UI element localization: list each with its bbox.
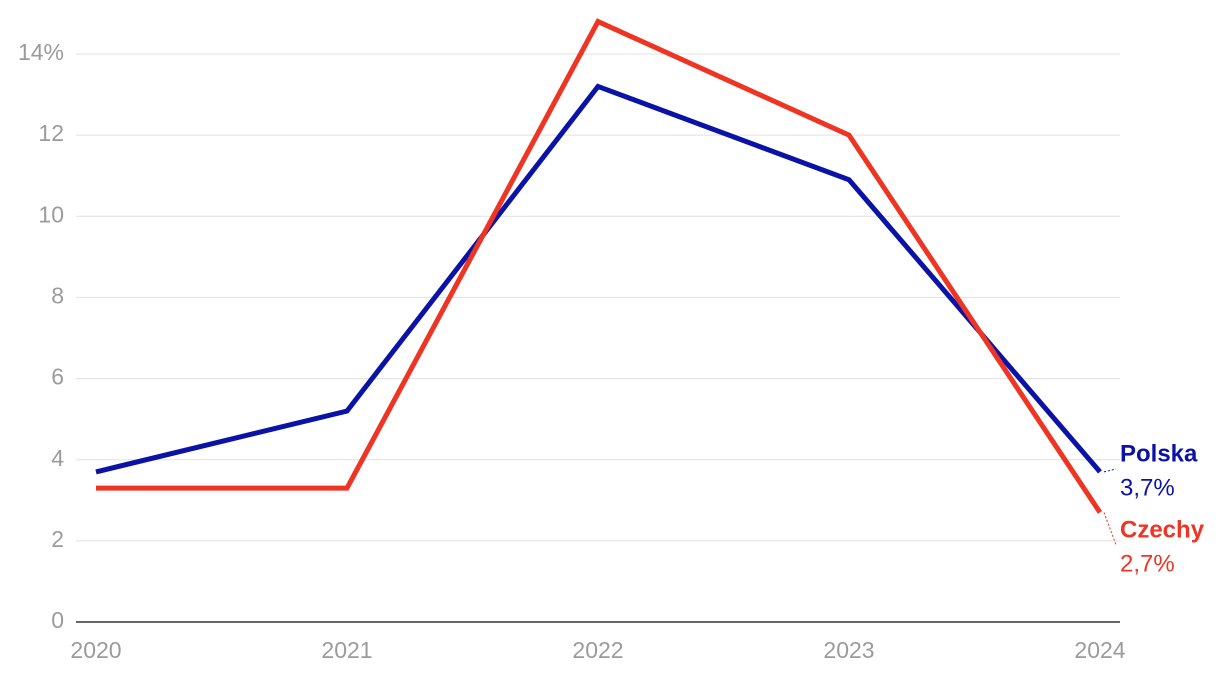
y-tick-label: 10 bbox=[38, 201, 64, 227]
y-tick-label: 8 bbox=[51, 283, 64, 309]
data-label: 3,7% bbox=[1120, 474, 1175, 501]
series-line bbox=[95, 83, 1102, 475]
data-label: 2,7% bbox=[1120, 550, 1175, 577]
x-tick-label: 2020 bbox=[70, 637, 121, 663]
x-tick-label: 2023 bbox=[823, 637, 874, 663]
legend-label: Polska bbox=[1120, 440, 1198, 467]
leader-line bbox=[1103, 468, 1117, 473]
y-tick-label: 14% bbox=[18, 39, 64, 65]
legend-label: Czechy bbox=[1120, 516, 1205, 543]
leader-line bbox=[1103, 512, 1117, 546]
y-tick-label: 12 bbox=[38, 120, 64, 146]
y-tick-label: 4 bbox=[51, 445, 64, 471]
x-tick-label: 2021 bbox=[321, 637, 372, 663]
y-tick-label: 0 bbox=[51, 607, 64, 633]
y-tick-label: 6 bbox=[51, 364, 64, 390]
x-tick-label: 2024 bbox=[1074, 637, 1125, 663]
y-tick-label: 2 bbox=[51, 526, 64, 552]
x-tick-label: 2022 bbox=[572, 637, 623, 663]
series-line bbox=[96, 18, 1103, 514]
